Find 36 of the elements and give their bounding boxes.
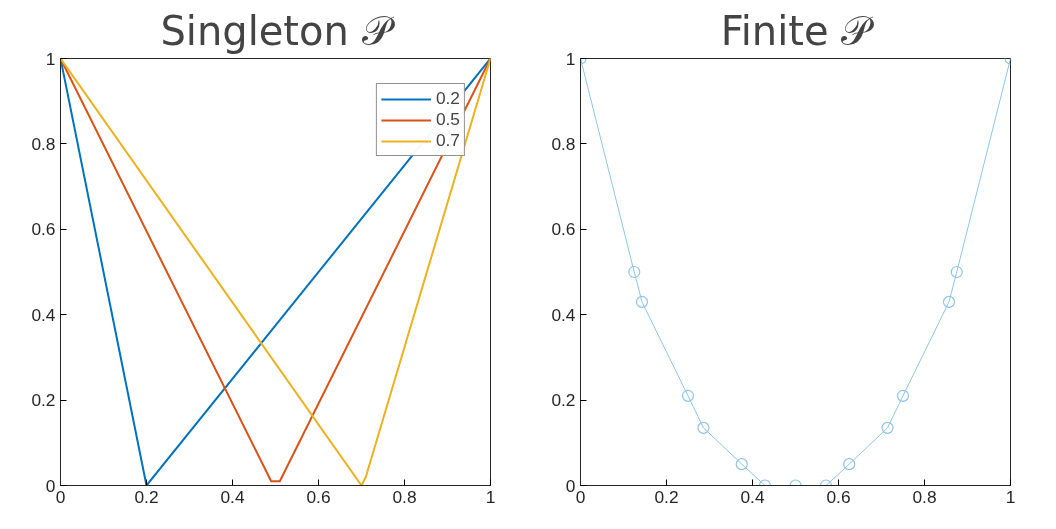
legend-label: 0.7 xyxy=(435,130,460,151)
x-tick-label: 0.6 xyxy=(306,486,331,507)
point xyxy=(950,265,963,279)
x-tick-label: 0.2 xyxy=(134,486,159,507)
x-tick-label: 0.4 xyxy=(220,486,245,507)
y-tick-label: 0.2 xyxy=(551,390,576,411)
x-tick-label: 1 xyxy=(485,486,496,507)
x-tick-label: 0.8 xyxy=(392,486,417,507)
point xyxy=(896,389,910,402)
y-tick-label: 0.8 xyxy=(31,133,56,154)
x-tick-label: 0.4 xyxy=(740,486,765,507)
line-series xyxy=(580,58,1011,486)
x-tick-label: 0.8 xyxy=(912,486,937,507)
point xyxy=(635,295,649,308)
point xyxy=(942,295,956,308)
y-tick-label: 0.4 xyxy=(551,304,576,325)
y-tick-label: 1 xyxy=(45,48,56,69)
y-tick-label: 0.6 xyxy=(31,219,56,240)
point xyxy=(681,389,695,402)
point xyxy=(881,421,894,434)
point xyxy=(735,458,748,471)
x-tick-label: 0.2 xyxy=(654,486,679,507)
point xyxy=(628,265,641,279)
y-tick-label: 0.6 xyxy=(551,219,576,240)
x-tick-label: 0.6 xyxy=(826,486,851,507)
chart-title: Singleton 𝒫 xyxy=(160,7,395,54)
legend-label: 0.2 xyxy=(435,88,460,109)
y-tick-label: 0.8 xyxy=(551,133,576,154)
y-tick-label: 0.2 xyxy=(31,390,56,411)
x-tick-label: 1 xyxy=(1005,486,1016,507)
legend-label: 0.5 xyxy=(435,109,460,130)
point xyxy=(697,421,710,434)
chart-title: Finite 𝒫 xyxy=(720,7,875,54)
y-tick-label: 0.4 xyxy=(31,304,56,325)
point xyxy=(843,458,856,471)
y-tick-label: 1 xyxy=(565,48,576,69)
